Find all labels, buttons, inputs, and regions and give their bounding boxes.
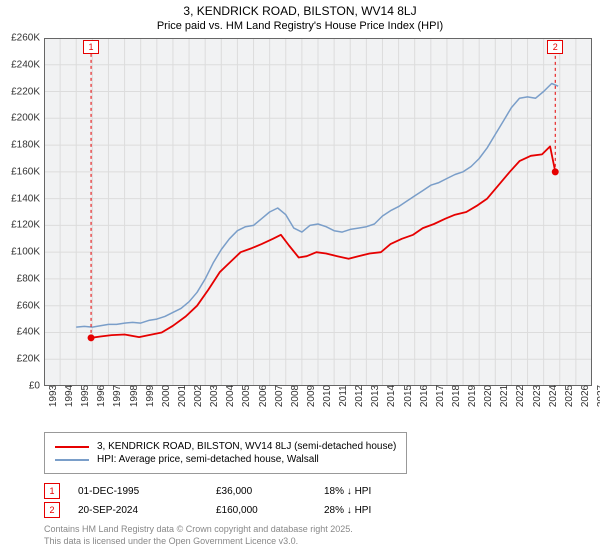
- x-tick-label: 2021: [499, 385, 510, 407]
- marker-data-table: 1 01-DEC-1995 £36,000 18% ↓ HPI 2 20-SEP-2024…: [44, 480, 371, 521]
- y-tick-label: £20K: [17, 354, 40, 365]
- x-tick-label: 2027: [596, 385, 600, 407]
- y-tick-label: £220K: [11, 86, 40, 97]
- marker-table-row: 1 01-DEC-1995 £36,000 18% ↓ HPI: [44, 483, 371, 499]
- y-tick-label: £200K: [11, 113, 40, 124]
- x-tick-label: 2007: [274, 385, 285, 407]
- y-tick-label: £40K: [17, 327, 40, 338]
- y-tick-label: £80K: [17, 273, 40, 284]
- x-tick-label: 1998: [129, 385, 140, 407]
- y-tick-label: £260K: [11, 33, 40, 44]
- y-tick-label: £140K: [11, 193, 40, 204]
- marker-id-box: 1: [44, 483, 60, 499]
- x-tick-label: 1997: [112, 385, 123, 407]
- x-tick-label: 2018: [451, 385, 462, 407]
- y-tick-label: £180K: [11, 140, 40, 151]
- x-tick-label: 2003: [209, 385, 220, 407]
- x-tick-label: 2016: [419, 385, 430, 407]
- chart-title: 3, KENDRICK ROAD, BILSTON, WV14 8LJ: [0, 0, 600, 18]
- x-tick-label: 2011: [338, 385, 349, 407]
- y-tick-label: £160K: [11, 166, 40, 177]
- legend-swatch: [55, 459, 89, 461]
- chart-svg: [44, 38, 592, 386]
- marker-date: 01-DEC-1995: [78, 486, 198, 497]
- x-tick-label: 2019: [467, 385, 478, 407]
- x-tick-label: 2026: [580, 385, 591, 407]
- x-tick-label: 2020: [483, 385, 494, 407]
- marker-delta: 28% ↓ HPI: [324, 505, 371, 516]
- x-tick-label: 2000: [161, 385, 172, 407]
- y-tick-label: £240K: [11, 59, 40, 70]
- legend-label: HPI: Average price, semi-detached house,…: [97, 454, 319, 465]
- marker-price: £36,000: [216, 486, 306, 497]
- footnote-line: This data is licensed under the Open Gov…: [44, 536, 353, 548]
- x-tick-label: 2008: [290, 385, 301, 407]
- legend-label: 3, KENDRICK ROAD, BILSTON, WV14 8LJ (sem…: [97, 441, 396, 452]
- marker-id-box: 2: [44, 502, 60, 518]
- x-tick-label: 2004: [225, 385, 236, 407]
- legend-swatch: [55, 446, 89, 448]
- footnote-line: Contains HM Land Registry data © Crown c…: [44, 524, 353, 536]
- x-tick-label: 2006: [258, 385, 269, 407]
- x-tick-label: 2015: [403, 385, 414, 407]
- x-tick-label: 1996: [96, 385, 107, 407]
- y-tick-label: £120K: [11, 220, 40, 231]
- legend: 3, KENDRICK ROAD, BILSTON, WV14 8LJ (sem…: [44, 432, 407, 474]
- x-tick-label: 2013: [370, 385, 381, 407]
- x-tick-label: 2010: [322, 385, 333, 407]
- y-tick-label: £100K: [11, 247, 40, 258]
- x-tick-label: 2023: [532, 385, 543, 407]
- x-tick-label: 2001: [177, 385, 188, 407]
- x-tick-label: 2009: [306, 385, 317, 407]
- chart-plot-area: [44, 38, 592, 386]
- x-tick-label: 1999: [145, 385, 156, 407]
- x-tick-label: 1994: [64, 385, 75, 407]
- x-axis-labels: 1993 1994 1995 1996 1997 1998 1999 2000 2001 2002…: [44, 388, 592, 432]
- marker-delta: 18% ↓ HPI: [324, 486, 371, 497]
- marker-table-row: 2 20-SEP-2024 £160,000 28% ↓ HPI: [44, 502, 371, 518]
- x-tick-label: 2022: [515, 385, 526, 407]
- y-axis-labels: £0£20K£40K£60K£80K£100K£120K£140K£160K£1…: [0, 38, 42, 386]
- x-tick-label: 1995: [80, 385, 91, 407]
- marker-date: 20-SEP-2024: [78, 505, 198, 516]
- x-tick-label: 2014: [386, 385, 397, 407]
- x-tick-label: 2012: [354, 385, 365, 407]
- chart-subtitle: Price paid vs. HM Land Registry's House …: [0, 18, 600, 32]
- legend-item: 3, KENDRICK ROAD, BILSTON, WV14 8LJ (sem…: [55, 441, 396, 452]
- y-tick-label: £60K: [17, 300, 40, 311]
- x-tick-label: 2017: [435, 385, 446, 407]
- x-tick-label: 2024: [548, 385, 559, 407]
- marker-price: £160,000: [216, 505, 306, 516]
- x-tick-label: 2025: [564, 385, 575, 407]
- y-tick-label: £0: [29, 381, 40, 392]
- footnote: Contains HM Land Registry data © Crown c…: [44, 524, 353, 547]
- x-tick-label: 2002: [193, 385, 204, 407]
- x-tick-label: 2005: [241, 385, 252, 407]
- legend-item: HPI: Average price, semi-detached house,…: [55, 454, 396, 465]
- x-tick-label: 1993: [48, 385, 59, 407]
